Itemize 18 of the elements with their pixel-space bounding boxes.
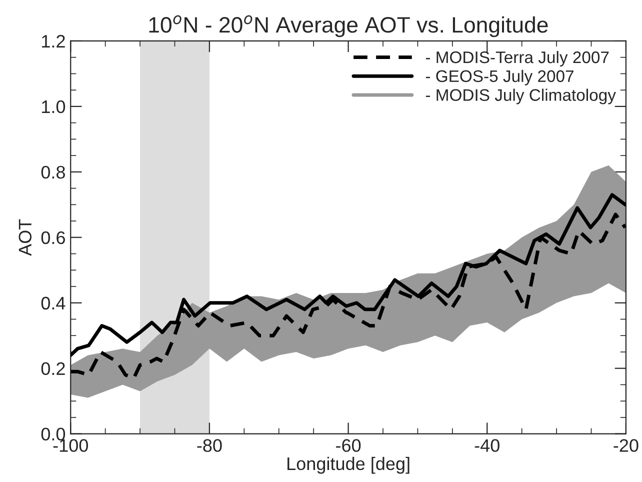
x-tick-label: -40	[474, 439, 500, 452]
y-tick-label: 0.4	[41, 296, 66, 310]
legend-label: - MODIS-Terra July 2007	[426, 50, 609, 67]
y-tick-label: 1.2	[42, 34, 65, 48]
y-tick-label: 0.8	[41, 166, 65, 179]
y-tick-label: 1.0	[42, 100, 66, 114]
legend-label: - MODIS July Climatology	[426, 88, 616, 104]
x-tick-label: -60	[336, 439, 361, 452]
y-tick-label: 0.6	[41, 231, 65, 244]
y-tick-label: 0.0	[41, 428, 66, 441]
x-tick-label: -100	[53, 439, 88, 452]
x-axis-title: Longitude [deg]	[288, 456, 410, 474]
x-tick-label: -20	[614, 439, 638, 452]
chart-title: 10$^{o}$N - 20$^{o}$N Average AOT vs. Longitude	[149, 15, 548, 38]
y-tick-label: 0.2	[41, 362, 65, 376]
legend-label: - GEOS-5 July 2007	[426, 70, 574, 86]
x-tick-label: -80	[197, 439, 222, 452]
y-axis-title: AOT	[18, 219, 32, 256]
